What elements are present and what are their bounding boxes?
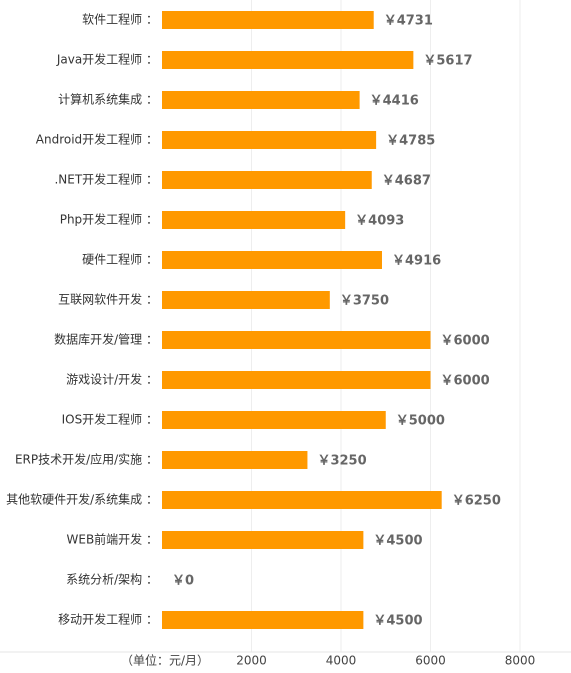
bar xyxy=(162,371,431,389)
value-label: ￥4416 xyxy=(370,94,419,109)
bar xyxy=(162,291,330,309)
y-tick-label: Android开发工程师 ： xyxy=(36,132,158,147)
y-tick-label: Java开发工程师 ： xyxy=(56,52,158,67)
y-tick-label: 软件工程师 ： xyxy=(82,12,158,27)
value-label: ￥4500 xyxy=(373,534,422,549)
value-label: ￥6250 xyxy=(452,494,501,509)
bar xyxy=(162,51,414,69)
y-tick-label: Php开发工程师 ： xyxy=(60,212,158,227)
value-label: ￥6000 xyxy=(441,334,490,349)
y-tick-label: 移动开发工程师 ： xyxy=(58,612,158,627)
bar xyxy=(162,11,374,29)
value-label: ￥3750 xyxy=(340,294,389,309)
value-label: ￥3250 xyxy=(317,454,366,469)
value-label: ￥4916 xyxy=(392,254,441,269)
bar xyxy=(162,491,442,509)
value-label: ￥6000 xyxy=(441,374,490,389)
y-tick-label: IOS开发工程师 ： xyxy=(62,412,158,427)
y-tick-label: 互联网软件开发 ： xyxy=(58,292,158,307)
x-tick-label: 6000 xyxy=(415,654,446,668)
value-label: ￥0 xyxy=(172,574,194,589)
y-tick-label: 系统分析/架构 ： xyxy=(66,572,158,587)
x-axis-label: （单位：元/月） xyxy=(121,653,209,668)
x-tick-label: 8000 xyxy=(505,654,536,668)
value-label: ￥4093 xyxy=(355,214,404,229)
x-tick-label: 2000 xyxy=(236,654,267,668)
x-tick-label: 4000 xyxy=(326,654,357,668)
y-tick-label: ERP技术开发/应用/实施 ： xyxy=(15,452,158,467)
y-tick-label: 计算机系统集成 ： xyxy=(58,92,158,107)
bar xyxy=(162,251,382,269)
y-tick-label: .NET开发工程师 ： xyxy=(54,172,158,187)
value-label: ￥4687 xyxy=(382,174,431,189)
value-label: ￥5617 xyxy=(423,54,472,69)
bar xyxy=(162,331,431,349)
y-tick-label: 硬件工程师 ： xyxy=(82,252,158,267)
bar xyxy=(162,451,308,469)
y-tick-label: 其他软硬件开发/系统集成 ： xyxy=(6,492,158,507)
value-label: ￥4500 xyxy=(373,614,422,629)
y-tick-label: 游戏设计/开发 ： xyxy=(66,372,158,387)
bar xyxy=(162,131,377,149)
y-tick-label: 数据库开发/管理 ： xyxy=(54,332,158,347)
bar xyxy=(162,91,360,109)
bar xyxy=(162,211,346,229)
y-tick-label: WEB前端开发 ： xyxy=(67,532,159,547)
value-label: ￥5000 xyxy=(396,414,445,429)
bar xyxy=(162,611,364,629)
bar xyxy=(162,171,372,189)
bar xyxy=(162,531,364,549)
bar xyxy=(162,411,386,429)
value-label: ￥4731 xyxy=(384,14,433,29)
value-label: ￥4785 xyxy=(386,134,435,149)
